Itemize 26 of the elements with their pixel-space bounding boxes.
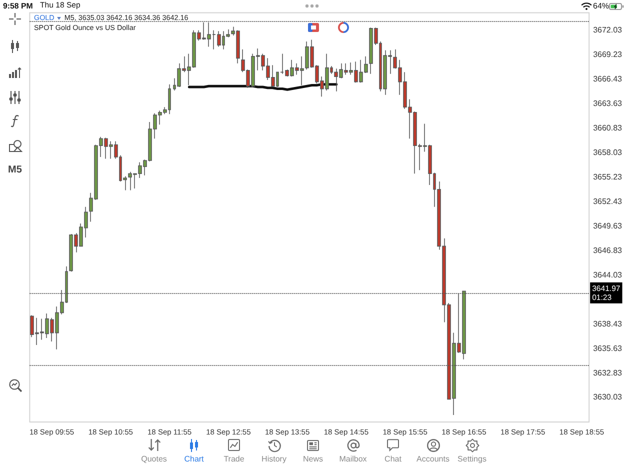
y-tick-label: 3663.63 [593,98,623,108]
text: Accounts [416,454,450,464]
y-tick-label: 3638.43 [593,319,623,328]
y-tick-label: 3630.03 [593,392,623,402]
text: Chart [184,454,204,464]
y-tick-label: 3655.23 [593,172,623,182]
y-tick-label: 3649.63 [593,221,623,230]
text: Chat [384,454,402,464]
y-tick-label: 3635.63 [593,344,623,353]
text: M5 [8,164,22,176]
text: History [262,454,286,464]
y-tick-label: 3666.43 [593,74,623,84]
text: Quotes [141,454,167,464]
text: 64% [593,1,610,11]
y-tick-label: 3669.23 [593,50,623,59]
y-tick-label: 3652.43 [593,196,623,206]
y-tick-label: 3660.83 [593,123,623,132]
text: Settings [458,454,486,464]
text: Trade [224,454,244,464]
y-tick-label: 3658.03 [593,148,623,157]
text: Mailbox [339,454,367,464]
text: News [302,454,324,464]
y-tick-label: 3672.03 [593,25,623,34]
y-tick-label: 3632.83 [593,368,623,378]
y-tick-label: 3644.03 [593,270,623,280]
y-tick-label: 3646.83 [593,246,623,255]
